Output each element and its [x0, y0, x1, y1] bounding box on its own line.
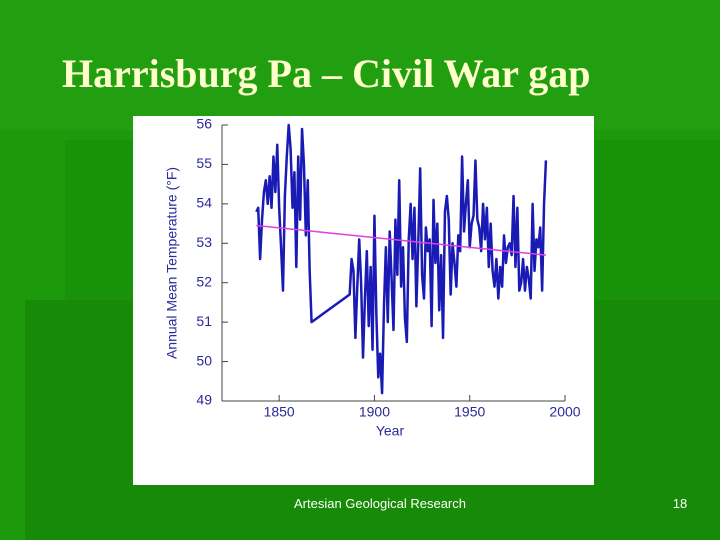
x-tick-label: 1900: [359, 404, 390, 420]
chart-background: [133, 116, 594, 485]
y-tick-label: 53: [196, 234, 212, 250]
background-band: [0, 0, 720, 130]
x-axis-label: Year: [376, 423, 405, 439]
slide-title: Harrisburg Pa – Civil War gap: [62, 51, 591, 96]
y-tick-label: 56: [196, 116, 212, 132]
y-tick-label: 49: [196, 392, 212, 408]
y-tick-label: 52: [196, 273, 212, 289]
y-axis-label: Annual Mean Temperature (°F): [164, 167, 180, 359]
y-tick-label: 55: [196, 155, 212, 171]
data-line: [256, 224, 547, 256]
chart: Annual Mean Temperature (°F) Year 49 50 51…: [133, 116, 594, 485]
slide-number: 18: [672, 496, 688, 511]
footer-text: Artesian Geological Research: [294, 496, 466, 511]
y-tick-label: 50: [196, 352, 212, 368]
x-tick-label: 1950: [454, 404, 485, 420]
x-tick-label: 1850: [264, 404, 295, 420]
y-tick-label: 51: [196, 313, 212, 329]
x-tick-label: 2000: [549, 404, 580, 420]
data-line: [255, 123, 548, 395]
y-tick-label: 54: [196, 195, 212, 211]
